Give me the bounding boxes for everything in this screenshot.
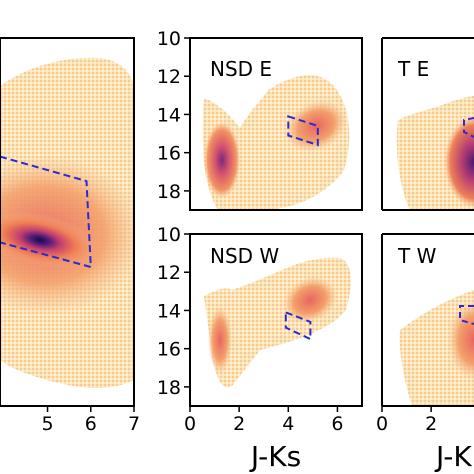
- panel-nsd-e: NSD E 10 12 14 16 18: [157, 28, 363, 211]
- selection-box: [284, 310, 312, 341]
- selection-box-layer: [0, 155, 92, 269]
- y-tick-label: 10: [157, 224, 181, 246]
- density-peak: [448, 300, 474, 380]
- density-map: [399, 290, 474, 406]
- density-peak: [282, 276, 338, 324]
- selection-box: [0, 155, 92, 269]
- x-tick-label: 4: [282, 413, 294, 435]
- density-peak: [208, 306, 232, 374]
- x-tick-label: 0: [376, 413, 388, 435]
- x-tick-label: 2: [233, 413, 245, 435]
- x-tick-label: 6: [331, 413, 343, 435]
- panel-wide: 5 6 7: [0, 37, 140, 435]
- tick-layer: 0 2 4 6 10 12 14 16 18: [157, 224, 344, 435]
- density-peak: [444, 116, 474, 208]
- axes-frame: [0, 37, 135, 407]
- axes-frame: [189, 233, 363, 407]
- x-tick-label: 6: [85, 413, 97, 435]
- axes-frame: [189, 37, 363, 211]
- panel-label: T W: [397, 244, 437, 268]
- x-tick-label: 2: [425, 413, 437, 435]
- panel-t-e: T E: [381, 37, 474, 211]
- density-peak: [204, 122, 240, 198]
- x-tick-label: 5: [42, 413, 54, 435]
- density-map: [202, 75, 350, 210]
- selection-box-layer: [287, 115, 319, 147]
- density-map: [204, 257, 351, 388]
- y-tick-label: 10: [157, 28, 181, 50]
- x-axis-label: J-Ks: [249, 440, 301, 473]
- density-core: [0, 211, 99, 269]
- y-tick-label: 12: [157, 66, 181, 88]
- selection-box: [287, 115, 319, 147]
- panel-label: T E: [397, 57, 429, 81]
- y-tick-label: 18: [157, 181, 181, 203]
- y-tick-label: 12: [157, 262, 181, 284]
- panel-label: NSD W: [210, 244, 279, 268]
- y-tick-label: 14: [157, 104, 181, 126]
- y-tick-label: 18: [157, 377, 181, 399]
- y-tick-label: 14: [157, 300, 181, 322]
- x-tick-label: 7: [128, 413, 140, 435]
- selection-box: [463, 117, 474, 138]
- selection-box: [459, 305, 474, 325]
- y-tick-label: 16: [157, 339, 181, 361]
- tick-layer: 10 12 14 16 18: [157, 28, 190, 203]
- x-axis-label: J-K: [434, 440, 472, 473]
- density-map: [396, 96, 474, 210]
- x-tick-label: 0: [184, 413, 196, 435]
- tick-layer: 5 6 7: [42, 406, 140, 435]
- selection-box-layer: [284, 310, 312, 341]
- y-tick-label: 16: [157, 143, 181, 165]
- panel-label: NSD E: [210, 57, 272, 81]
- panel-nsd-w: NSD W 0 2 4 6 10 12 14 16 18 J-Ks: [157, 224, 363, 473]
- density-map: [0, 57, 134, 389]
